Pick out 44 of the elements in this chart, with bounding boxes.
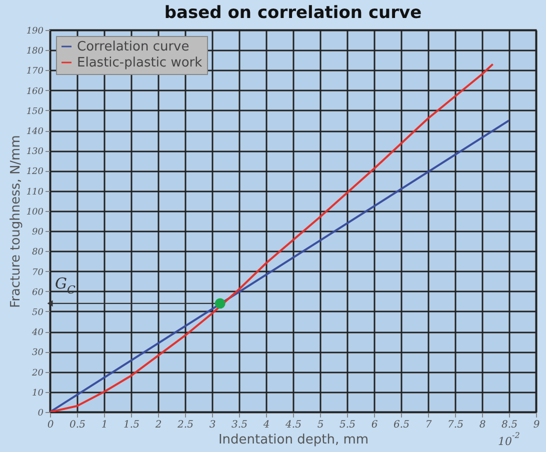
x-tick-label: 0	[47, 420, 54, 430]
y-tick-label: 70	[32, 268, 44, 278]
x-tick-label: 4.5	[284, 420, 302, 430]
x-tick-label: 4	[262, 420, 270, 430]
y-tick-label: 60	[32, 288, 44, 298]
y-tick-label: 50	[32, 308, 44, 318]
x-tick-label: 8	[479, 420, 486, 430]
legend-label: Elastic-plastic work	[77, 56, 203, 70]
y-tick-label: 0	[38, 408, 44, 418]
legend-label: Correlation curve	[77, 40, 190, 54]
y-tick-label: 80	[32, 248, 44, 258]
x-tick-label: 7.5	[448, 420, 464, 430]
y-tick-label: 100	[26, 207, 44, 218]
x-tick-label: 6	[371, 420, 378, 430]
x-tick-label: 2.5	[176, 420, 194, 430]
x-tick-label: 1	[101, 420, 108, 430]
x-tick-label: 8.5	[502, 420, 518, 430]
y-tick-label: 160	[26, 86, 44, 97]
y-tick-label: 30	[32, 348, 44, 358]
chart-title: based on correlation curve	[164, 3, 422, 23]
y-axis-title: Fracture toughness, N/mm	[8, 135, 24, 308]
x-tick-label: 0.5	[70, 420, 86, 430]
y-tick-label: 110	[26, 187, 44, 198]
y-tick-label: 190	[26, 26, 44, 36]
x-tick-label: 2	[154, 420, 162, 430]
y-tick-label: 40	[31, 328, 44, 338]
y-tick-label: 180	[26, 46, 44, 57]
y-tick-label: 150	[26, 106, 44, 117]
x-tick-label: 5.5	[340, 420, 356, 430]
y-tick-label: 130	[26, 147, 44, 158]
x-axis-title: Indentation depth, mm	[218, 432, 369, 448]
x-tick-label: 7	[425, 420, 432, 430]
y-tick-label: 120	[26, 167, 44, 178]
y-tick-label: 170	[26, 66, 44, 77]
x-tick-label: 1.5	[124, 420, 140, 430]
x-tick-label: 9	[533, 420, 540, 430]
x-tick-label: 3.5	[232, 420, 248, 430]
y-tick-label: 90	[32, 228, 44, 238]
y-tick-label: 20	[31, 368, 44, 378]
x-tick-label: 6.5	[394, 420, 410, 430]
x-tick-label: 3	[209, 420, 216, 430]
y-tick-label: 140	[26, 127, 44, 138]
y-tick-label: 10	[32, 388, 44, 398]
x-tick-label: 5	[317, 420, 324, 430]
